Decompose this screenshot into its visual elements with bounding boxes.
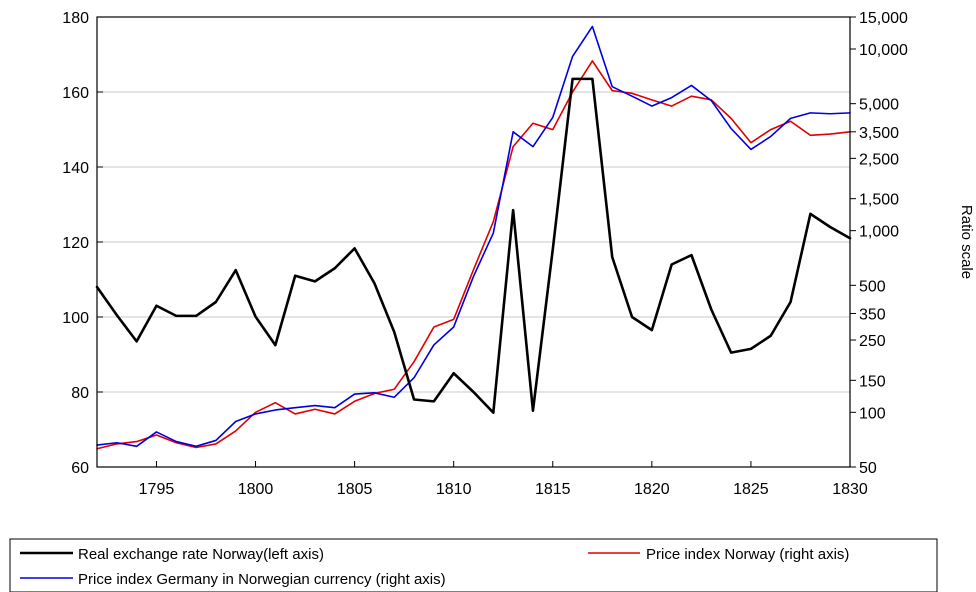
right-tick-label-350: 350 [859, 306, 886, 323]
left-tick-label-180: 180 [62, 10, 89, 27]
right-tick-label-10000: 10,000 [859, 42, 908, 59]
x-tick-label-1800: 1800 [238, 481, 274, 498]
legend-label-0: Real exchange rate Norway(left axis) [78, 546, 324, 563]
x-tick-label-1830: 1830 [832, 481, 868, 498]
x-tick-label-1825: 1825 [733, 481, 769, 498]
left-axis: 60 80 100 120 140 160 180 [62, 10, 103, 477]
x-tick-label-1795: 1795 [139, 481, 175, 498]
legend: Real exchange rate Norway(left axis) Pric… [9, 538, 938, 592]
right-tick-label-1000: 1,000 [859, 224, 899, 241]
right-tick-label-5000: 5,000 [859, 97, 899, 114]
x-axis: 1795 1800 1805 1810 1815 1820 1825 1830 [139, 461, 868, 498]
left-tick-label-60: 60 [71, 460, 89, 477]
right-tick-label-15000: 15,000 [859, 10, 908, 27]
x-tick-label-1810: 1810 [436, 481, 472, 498]
left-tick-label-120: 120 [62, 235, 89, 252]
right-tick-label-1500: 1,500 [859, 192, 899, 209]
right-axis: 50 100 150 250 350 500 1,000 1,500 2,500 3,500 5,0… [850, 10, 908, 477]
left-tick-label-80: 80 [71, 385, 89, 402]
right-tick-label-3500: 3,500 [859, 125, 899, 142]
legend-label-2: Price index Germany in Norwegian currenc… [78, 571, 446, 588]
right-tick-label-250: 250 [859, 333, 886, 350]
right-tick-label-50: 50 [859, 460, 877, 477]
series-line-1 [96, 60, 851, 450]
x-tick-label-1805: 1805 [337, 481, 373, 498]
right-tick-label-150: 150 [859, 373, 886, 390]
right-tick-label-500: 500 [859, 278, 886, 295]
right-axis-title: Ratio scale [958, 205, 975, 279]
right-tick-label-2500: 2,500 [859, 151, 899, 168]
legend-box [9, 538, 938, 592]
left-tick-label-100: 100 [62, 310, 89, 327]
series-line-0 [95, 77, 852, 414]
left-tick-label-140: 140 [62, 160, 89, 177]
series-line-2 [96, 25, 851, 448]
grid-lines [97, 91, 850, 393]
legend-label-1: Price index Norway (right axis) [646, 546, 849, 563]
x-tick-label-1815: 1815 [535, 481, 571, 498]
right-tick-label-100: 100 [859, 405, 886, 422]
left-tick-label-160: 160 [62, 85, 89, 102]
x-tick-label-1820: 1820 [634, 481, 670, 498]
series-layer [95, 25, 852, 450]
